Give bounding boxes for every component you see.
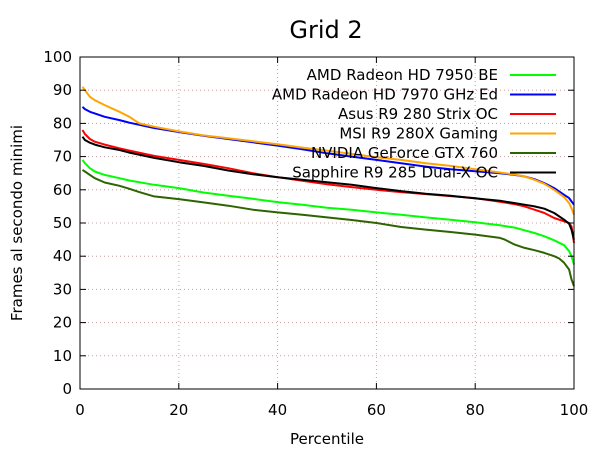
legend-label: NVIDIA GeForce GTX 760 (311, 144, 498, 162)
legend-label: MSI R9 280X Gaming (339, 125, 498, 143)
y-tick-label: 40 (53, 247, 72, 265)
y-tick-label: 60 (53, 181, 72, 199)
x-tick-label: 80 (466, 401, 485, 419)
legend-label: AMD Radeon HD 7950 BE (307, 66, 498, 84)
series-line (81, 129, 575, 244)
y-axis-label: Frames al secondo minimi (8, 125, 26, 321)
series-line (81, 169, 575, 287)
y-tick-label: 30 (53, 280, 72, 298)
legend-label: Asus R9 280 Strix OC (338, 105, 498, 123)
legend-label: AMD Radeon HD 7970 GHz Ed (272, 86, 498, 104)
x-tick-label: 100 (560, 401, 589, 419)
series-line (81, 86, 575, 216)
plot-frame (79, 56, 575, 390)
y-tick-label: 0 (62, 380, 72, 398)
x-axis-label: Percentile (290, 430, 364, 448)
legend-label: Sapphire R9 285 Dual-X OC (292, 164, 498, 182)
chart-title: Grid 2 (289, 16, 362, 44)
series-line (81, 159, 575, 265)
y-tick-label: 90 (53, 81, 72, 99)
x-tick-label: 40 (268, 401, 287, 419)
grid-lines (80, 57, 574, 389)
axes: 0 20 40 60 80 100 0 10 20 30 40 50 60 70 80 90 100 (43, 48, 588, 419)
y-tick-label: 80 (53, 114, 72, 132)
y-tick-label: 100 (43, 48, 72, 66)
x-tick-label: 60 (367, 401, 386, 419)
y-tick-label: 50 (53, 214, 72, 232)
x-tick-label: 20 (169, 401, 188, 419)
legend: AMD Radeon HD 7950 BE AMD Radeon HD 7970 … (272, 66, 556, 182)
y-tick-label: 10 (53, 347, 72, 365)
x-tick-label: 0 (75, 401, 85, 419)
series-lines (81, 86, 575, 287)
y-tick-label: 70 (53, 148, 72, 166)
series-line (81, 136, 575, 240)
y-tick-label: 20 (53, 314, 72, 332)
